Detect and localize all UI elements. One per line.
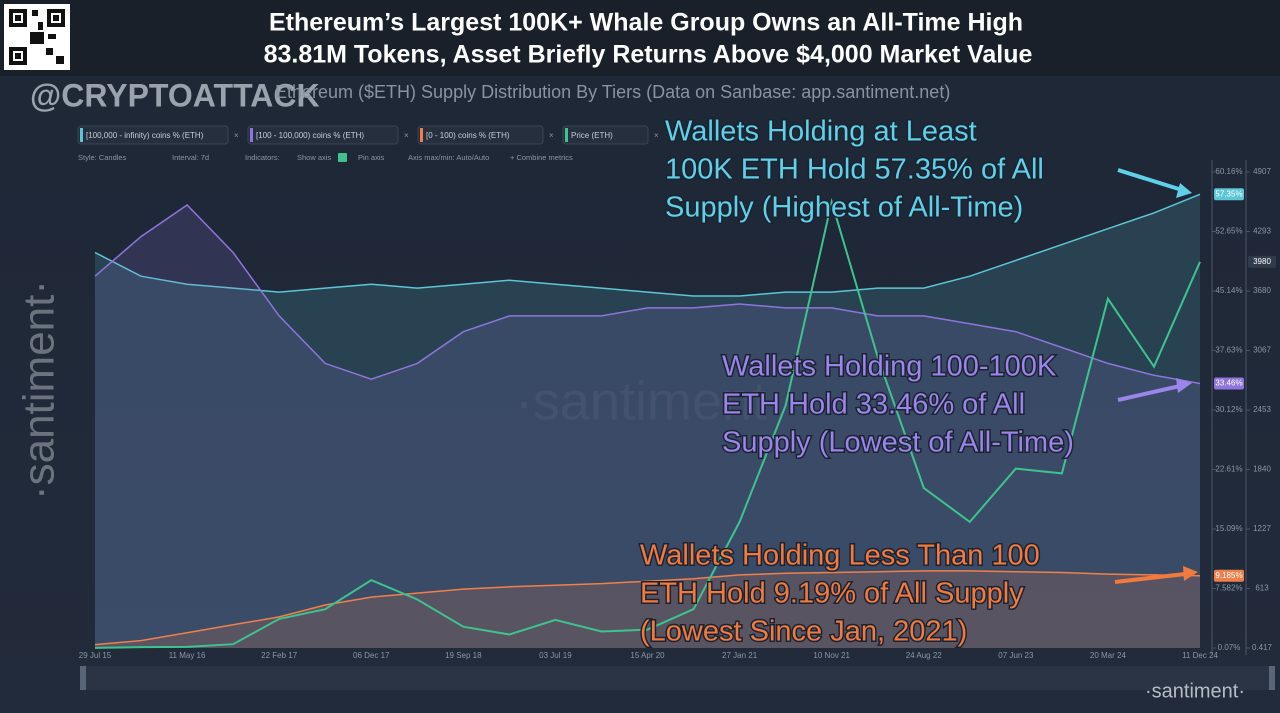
y-tick-label: 52.65%	[1215, 227, 1242, 236]
toolbar-item[interactable]: + Combine metrics	[510, 153, 573, 162]
legend-chip[interactable]	[77, 125, 229, 145]
toolbar-item[interactable]: Interval: 7d	[172, 153, 209, 162]
annotation-line: Supply (Highest of All-Time)	[665, 192, 1023, 224]
price-line	[94, 197, 1201, 649]
legend-chip[interactable]	[247, 125, 399, 145]
x-tick-label: 19 Sep 18	[445, 651, 482, 660]
y-tick-label: 7.582%	[1215, 584, 1242, 593]
legend-swatch	[420, 128, 423, 142]
side-watermark: ·santiment·	[15, 280, 64, 500]
legend-close: ×	[549, 131, 554, 140]
navigator-handle[interactable]	[80, 666, 86, 690]
area-fill	[95, 194, 1200, 649]
value-badge	[1214, 377, 1244, 390]
legend-chip[interactable]	[562, 125, 649, 145]
x-tick-label: 20 Mar 24	[1090, 651, 1127, 660]
toolbar-item[interactable]: Indicators:	[245, 153, 280, 162]
y-tick-label: 22.61%	[1215, 465, 1242, 474]
plot: 60.16% 52.65% 45.14% 37.63% 30.12% 22.61% 15.0…	[79, 160, 1276, 660]
legend-close: ×	[654, 131, 659, 140]
legend-label: [100 - 100,000) coins % (ETH)	[256, 131, 364, 140]
legend-close: ×	[234, 131, 239, 140]
legend-label: [100,000 - infinity) coins % (ETH)	[86, 131, 204, 140]
annotation-line: Wallets Holding at Least	[665, 116, 977, 148]
legend-chip[interactable]	[417, 125, 544, 145]
x-tick-label: 24 Aug 22	[906, 651, 943, 660]
annotation-line: Wallets Holding 100-100K	[722, 351, 1057, 383]
value-badge-label: 33.46%	[1215, 379, 1242, 388]
y-tick-label: 60.16%	[1215, 167, 1242, 176]
arrows	[1114, 168, 1198, 584]
title-line: Ethereum’s Largest 100K+ Whale Group Own…	[269, 9, 1023, 37]
value-badge-label: 57.35%	[1215, 189, 1242, 198]
y2-tick-label: 2453	[1253, 405, 1271, 414]
series-line	[94, 570, 1201, 646]
legend-label: Price (ETH)	[571, 131, 613, 140]
annotation-line: (Lowest Since Jan, 2021)	[640, 616, 967, 648]
value-badge-label: 3980	[1253, 257, 1271, 266]
area-fill	[95, 205, 1200, 648]
y2-tick-label: 3067	[1253, 346, 1271, 355]
y2-tick-label: 1840	[1253, 465, 1271, 474]
title-line: 83.81M Tokens, Asset Briefly Returns Abo…	[264, 41, 1033, 69]
legend-label: [0 - 100) coins % (ETH)	[426, 131, 510, 140]
annotations: Wallets Holding at Least 100K ETH Hold 57…	[639, 114, 1076, 649]
x-tick-label: 22 Feb 17	[261, 651, 298, 660]
header-band	[0, 0, 1280, 76]
annotation-line: 100K ETH Hold 57.35% of All	[665, 154, 1044, 186]
value-badge-label: 9.185%	[1215, 571, 1242, 580]
area-fill	[95, 570, 1200, 648]
value-badge	[1214, 569, 1244, 582]
x-tick-label: 29 Jul 15	[79, 651, 112, 660]
x-tick-label: 03 Jul 19	[539, 651, 572, 660]
toolbar-item[interactable]: Axis max/min: Auto/Auto	[408, 153, 489, 162]
y-tick-label: 37.63%	[1215, 346, 1242, 355]
series-line	[94, 193, 1201, 297]
legend-swatch	[80, 128, 83, 142]
x-tick-label: 11 May 16	[169, 651, 206, 660]
toolbar-item[interactable]: Pin axis	[358, 153, 385, 162]
annotation-line: ETH Hold 33.46% of All	[722, 389, 1025, 421]
value-badge	[1214, 188, 1244, 201]
x-tick-label: 27 Jan 21	[722, 651, 758, 660]
y2-tick-label: 4293	[1253, 227, 1271, 236]
watermark: @CRYPTOATTACK	[30, 77, 320, 113]
y2-tick-label: 0.417	[1252, 643, 1273, 652]
qr-code	[4, 4, 70, 70]
checkbox[interactable]	[338, 153, 347, 162]
legend-swatch	[250, 128, 253, 142]
subtitle: Ethereum ($ETH) Supply Distribution By T…	[275, 82, 950, 102]
toolbar-item[interactable]: Show axis	[297, 153, 331, 162]
legend: [100,000 - infinity) coins % (ETH) × [100 …	[77, 125, 659, 145]
x-tick-label: 07 Jun 23	[998, 651, 1034, 660]
toolbar: Style: Candles Interval: 7d Indicators: Sho…	[78, 153, 573, 162]
annotation-line: ETH Hold 9.19% of All Supply	[640, 578, 1024, 610]
x-tick-label: 15 Apr 20	[630, 651, 665, 660]
navigator[interactable]	[80, 666, 1275, 690]
y-tick-label: 15.09%	[1215, 524, 1242, 533]
x-tick-label: 06 Dec 17	[353, 651, 390, 660]
toolbar-item[interactable]: Style: Candles	[78, 153, 127, 162]
navigator-handle[interactable]	[1269, 666, 1275, 690]
y2-tick-label: 613	[1255, 584, 1269, 593]
brand-logo: ·santiment·	[1145, 680, 1245, 702]
y-tick-label: 0.07%	[1218, 643, 1241, 652]
annotation-line: Wallets Holding Less Than 100	[640, 540, 1040, 572]
y-tick-label: 30.12%	[1215, 405, 1242, 414]
y2-tick-label: 3680	[1253, 286, 1271, 295]
x-tick-label: 10 Nov 21	[813, 651, 850, 660]
center-watermark: ·santiment·	[515, 371, 785, 431]
y2-tick-label: 4907	[1253, 167, 1271, 176]
y-tick-label: 45.14%	[1215, 286, 1242, 295]
series-line	[94, 204, 1201, 385]
annotation-line: Supply (Lowest of All-Time)	[722, 427, 1074, 459]
legend-close: ×	[404, 131, 409, 140]
x-tick-label: 11 Dec 24	[1182, 651, 1218, 660]
y2-tick-label: 1227	[1253, 524, 1271, 533]
legend-swatch	[565, 128, 568, 142]
value-badge	[1248, 255, 1276, 268]
